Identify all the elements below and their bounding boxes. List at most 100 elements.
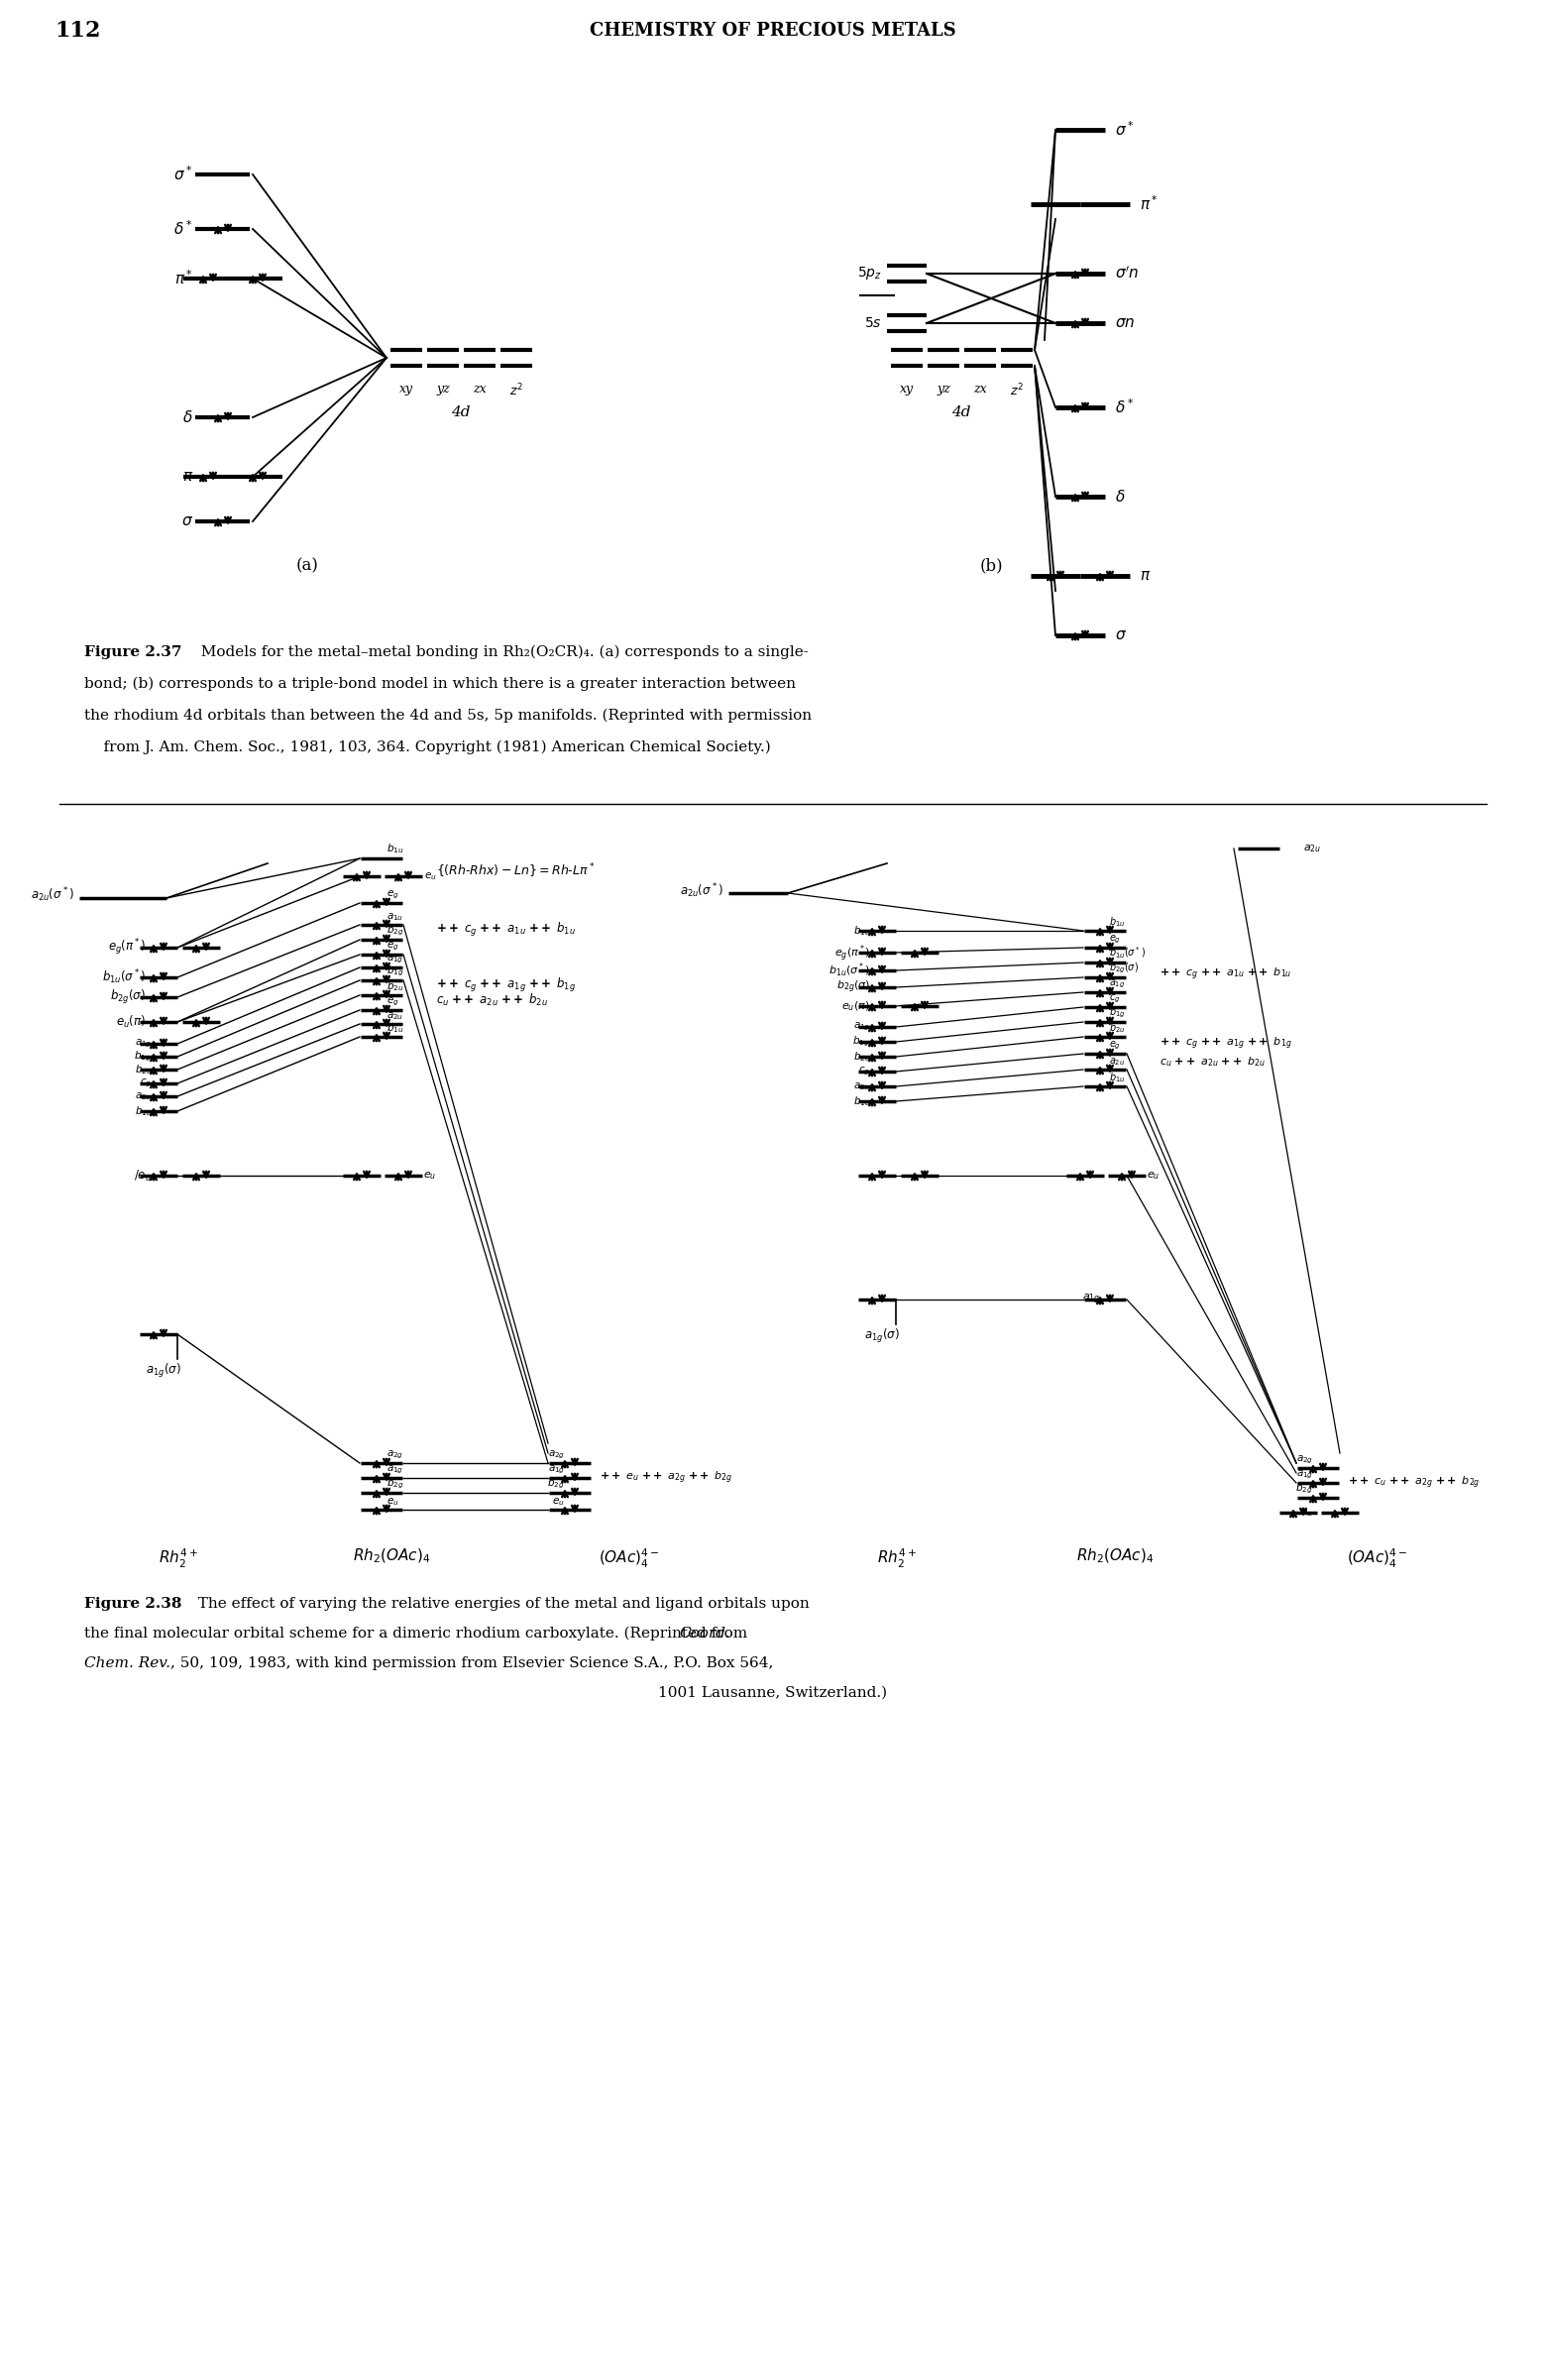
Text: $\mathbf{++}$ $c_g$ $\mathbf{++}$ $a_{1g}$ $\mathbf{++}$ $b_{1g}$: $\mathbf{++}$ $c_g$ $\mathbf{++}$ $a_{1g… xyxy=(436,976,575,995)
Text: $a_{2u}$: $a_{2u}$ xyxy=(135,1090,152,1102)
Text: $\pi^*$: $\pi^*$ xyxy=(1140,195,1159,214)
Text: $\mathbf{++}$ $c_u$ $\mathbf{++}$ $a_{2g}$ $\mathbf{++}$ $b_{2g}$: $\mathbf{++}$ $c_u$ $\mathbf{++}$ $a_{2g… xyxy=(1347,1476,1480,1490)
Text: $e_g$: $e_g$ xyxy=(387,995,399,1009)
Text: $\sigma$: $\sigma$ xyxy=(181,514,193,528)
Text: $a_{1g}$: $a_{1g}$ xyxy=(548,1464,565,1476)
Text: $c_u$ $\mathbf{++}$ $a_{2u}$ $\mathbf{++}$ $b_{2u}$: $c_u$ $\mathbf{++}$ $a_{2u}$ $\mathbf{++… xyxy=(1160,1054,1265,1069)
Text: $b_{2u}$: $b_{2u}$ xyxy=(1109,1021,1125,1035)
Text: $\pi$: $\pi$ xyxy=(183,469,193,483)
Text: $a_{1g}$: $a_{1g}$ xyxy=(1296,1468,1313,1480)
Text: $b_{1g}$: $b_{1g}$ xyxy=(1109,1007,1125,1021)
Text: $b_{2g}(\sigma)$: $b_{2g}(\sigma)$ xyxy=(110,988,145,1007)
Text: $e_u$: $e_u$ xyxy=(552,1497,565,1507)
Text: $\pi^*$: $\pi^*$ xyxy=(175,269,193,288)
Text: $\sigma n$: $\sigma n$ xyxy=(1115,317,1135,331)
Text: $e_u$: $e_u$ xyxy=(1146,1171,1160,1180)
Text: $b_{2g}$: $b_{2g}$ xyxy=(548,1476,565,1490)
Text: $\mathbf{++}$ $c_g$ $\mathbf{++}$ $a_{1u}$ $\mathbf{++}$ $b_{1u}$: $\mathbf{++}$ $c_g$ $\mathbf{++}$ $a_{1u… xyxy=(1160,966,1292,983)
Text: $\sigma'n$: $\sigma'n$ xyxy=(1115,264,1139,281)
Text: $b_{1u}$: $b_{1u}$ xyxy=(852,1095,869,1109)
Text: $\delta^*$: $\delta^*$ xyxy=(173,219,193,238)
Text: , 50, 109, 1983, with kind permission from Elsevier Science S.A., P.O. Box 564,: , 50, 109, 1983, with kind permission fr… xyxy=(170,1656,774,1671)
Text: $a_{1g}(\sigma)$: $a_{1g}(\sigma)$ xyxy=(145,1361,181,1380)
Text: $(OAc)_4^{4-}$: $(OAc)_4^{4-}$ xyxy=(1347,1547,1408,1571)
Text: $b_{1u}(\sigma^*)$: $b_{1u}(\sigma^*)$ xyxy=(829,962,869,981)
Text: $a_{1g}$: $a_{1g}$ xyxy=(1081,1292,1100,1307)
Text: $a_{1u}$: $a_{1u}$ xyxy=(387,912,404,923)
Text: $b_{2u}$: $b_{2u}$ xyxy=(387,981,404,992)
Text: $b_{1u}$: $b_{1u}$ xyxy=(387,1021,404,1035)
Text: $e_g$: $e_g$ xyxy=(387,888,399,902)
Text: $b_{2g}$: $b_{2g}$ xyxy=(1296,1480,1313,1495)
Text: $a_{1g}(\sigma)$: $a_{1g}(\sigma)$ xyxy=(865,1328,899,1345)
Text: $e_u(\pi)$: $e_u(\pi)$ xyxy=(842,1000,869,1014)
Text: $a_{2g}$: $a_{2g}$ xyxy=(1296,1454,1313,1466)
Text: xy: xy xyxy=(900,383,914,395)
Text: zx: zx xyxy=(473,383,486,395)
Text: $e_g(\pi^*)$: $e_g(\pi^*)$ xyxy=(108,938,145,957)
Text: $b_{1u}$: $b_{1u}$ xyxy=(1109,1071,1125,1085)
Text: $\delta$: $\delta$ xyxy=(1115,488,1125,505)
Text: $e_u$: $e_u$ xyxy=(424,1171,436,1180)
Text: $\delta^*$: $\delta^*$ xyxy=(1115,397,1134,416)
Text: The effect of varying the relative energies of the metal and ligand orbitals upo: The effect of varying the relative energ… xyxy=(189,1597,809,1611)
Text: Coord.: Coord. xyxy=(679,1626,730,1640)
Text: yz: yz xyxy=(436,383,450,395)
Text: $\sigma$: $\sigma$ xyxy=(1115,628,1126,643)
Text: $c_u$ $\mathbf{++}$ $a_{2u}$ $\mathbf{++}$ $b_{2u}$: $c_u$ $\mathbf{++}$ $a_{2u}$ $\mathbf{++… xyxy=(436,992,548,1009)
Text: $z^2$: $z^2$ xyxy=(509,383,523,400)
Text: $e_g(\pi^*)$: $e_g(\pi^*)$ xyxy=(834,942,869,964)
Text: $e_g$: $e_g$ xyxy=(1109,1040,1122,1052)
Text: Chem. Rev.: Chem. Rev. xyxy=(84,1656,170,1671)
Text: $a_{2u}(\sigma^*)$: $a_{2u}(\sigma^*)$ xyxy=(681,883,724,900)
Text: $a_{2u}$: $a_{2u}$ xyxy=(852,1081,869,1092)
Text: bond; (b) corresponds to a triple-bond model in which there is a greater interac: bond; (b) corresponds to a triple-bond m… xyxy=(84,676,795,690)
Text: $b_{1u}$: $b_{1u}$ xyxy=(1109,916,1125,928)
Text: $a_{1g}$: $a_{1g}$ xyxy=(852,1021,869,1033)
Text: $\pi$: $\pi$ xyxy=(1140,569,1151,583)
Text: $a_{1g}$: $a_{1g}$ xyxy=(387,952,404,966)
Text: (a): (a) xyxy=(295,557,319,574)
Text: $e_g$: $e_g$ xyxy=(1109,933,1122,945)
Text: Figure 2.37: Figure 2.37 xyxy=(84,645,183,659)
Text: $b_{2u}$: $b_{2u}$ xyxy=(135,1064,152,1076)
Text: $\{(Rh\text{-}Rhx) - Ln\} = Rh\text{-}L\pi^*$: $\{(Rh\text{-}Rhx) - Ln\} = Rh\text{-}L\… xyxy=(436,862,596,881)
Text: $a_{2g}$: $a_{2g}$ xyxy=(548,1449,565,1461)
Text: $/e_u$: $/e_u$ xyxy=(133,1169,152,1183)
Text: (b): (b) xyxy=(979,557,1002,574)
Text: $c_g$: $c_g$ xyxy=(139,1078,152,1090)
Text: $\delta$: $\delta$ xyxy=(183,409,193,426)
Text: the final molecular orbital scheme for a dimeric rhodium carboxylate. (Reprinted: the final molecular orbital scheme for a… xyxy=(84,1626,752,1640)
Text: $b_{1g}$: $b_{1g}$ xyxy=(852,1035,869,1050)
Text: $b_{2g}$: $b_{2g}$ xyxy=(387,1476,404,1490)
Text: $b_{2g}$: $b_{2g}$ xyxy=(387,923,404,938)
Text: $5s$: $5s$ xyxy=(865,317,882,331)
Text: $Rh_2^{4+}$: $Rh_2^{4+}$ xyxy=(877,1547,917,1571)
Text: $5p_z$: $5p_z$ xyxy=(857,264,882,281)
Text: $\mathbf{++}$ $c_g$ $\mathbf{++}$ $a_{1u}$ $\mathbf{++}$ $b_{1u}$: $\mathbf{++}$ $c_g$ $\mathbf{++}$ $a_{1u… xyxy=(436,921,575,938)
Text: CHEMISTRY OF PRECIOUS METALS: CHEMISTRY OF PRECIOUS METALS xyxy=(589,21,956,40)
Text: 4d: 4d xyxy=(951,405,972,419)
Text: $b_{1u}(\sigma^*)$: $b_{1u}(\sigma^*)$ xyxy=(1109,945,1146,962)
Text: $\mathbf{++}$ $e_u$ $\mathbf{++}$ $a_{2g}$ $\mathbf{++}$ $b_{2g}$: $\mathbf{++}$ $e_u$ $\mathbf{++}$ $a_{2g… xyxy=(600,1471,733,1485)
Text: 1001 Lausanne, Switzerland.): 1001 Lausanne, Switzerland.) xyxy=(659,1685,888,1699)
Text: $Rh_2(OAc)_4$: $Rh_2(OAc)_4$ xyxy=(353,1547,430,1566)
Text: $a_{2u}(\sigma^*)$: $a_{2u}(\sigma^*)$ xyxy=(31,885,74,904)
Text: $b_{1g}$: $b_{1g}$ xyxy=(135,1050,152,1064)
Text: $e_u$: $e_u$ xyxy=(424,871,436,883)
Text: the rhodium 4d orbitals than between the 4d and 5s, 5p manifolds. (Reprinted wit: the rhodium 4d orbitals than between the… xyxy=(84,709,812,724)
Text: $Rh_2^{4+}$: $Rh_2^{4+}$ xyxy=(158,1547,198,1571)
Text: $e_u$: $e_u$ xyxy=(1301,1507,1313,1518)
Text: $a_{1g}$: $a_{1g}$ xyxy=(387,1464,404,1476)
Text: $a_{1g}$: $a_{1g}$ xyxy=(1109,978,1125,990)
Text: $b_{1u}$: $b_{1u}$ xyxy=(135,1104,152,1119)
Text: $b_{2g}(\sigma)$: $b_{2g}(\sigma)$ xyxy=(837,978,869,995)
Text: $a_{2u}$: $a_{2u}$ xyxy=(1303,843,1321,854)
Text: xy: xy xyxy=(399,383,413,395)
Text: $c_g$: $c_g$ xyxy=(859,1066,869,1078)
Text: $c_g$: $c_g$ xyxy=(1109,992,1120,1004)
Text: $b_{1u}$: $b_{1u}$ xyxy=(852,923,869,938)
Text: $b_{1g}$: $b_{1g}$ xyxy=(387,964,404,978)
Text: $b_{1u}$: $b_{1u}$ xyxy=(387,843,404,854)
Text: $z^2$: $z^2$ xyxy=(1010,383,1024,400)
